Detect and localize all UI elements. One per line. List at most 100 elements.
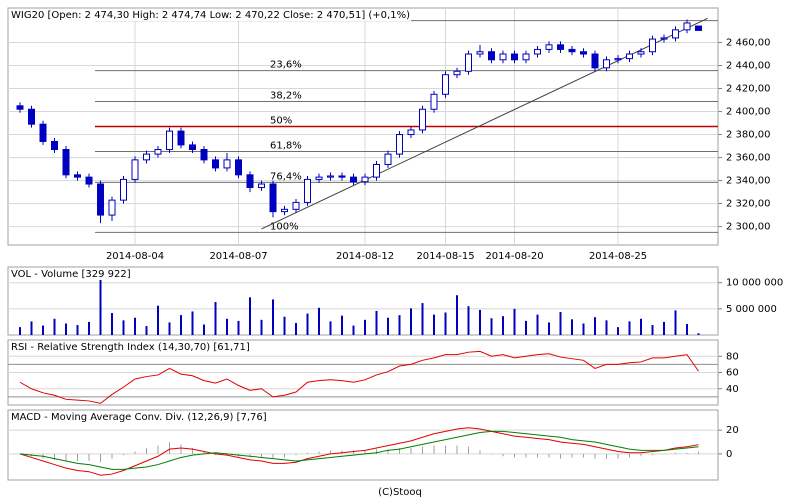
fib-label: 38,2% <box>270 91 302 102</box>
macd-histogram-bar <box>606 453 607 459</box>
volume-bar <box>295 322 297 335</box>
candle-body <box>281 208 288 213</box>
candle-body <box>591 53 599 69</box>
candle-body <box>39 123 47 142</box>
candle-body <box>407 129 415 136</box>
footer: (C)Stooq <box>378 487 422 498</box>
candle-body <box>143 153 150 161</box>
macd-histogram-bar <box>146 447 147 454</box>
candle-body <box>120 178 127 201</box>
macd-histogram-bar <box>376 449 377 454</box>
macd-histogram-bar <box>353 450 354 454</box>
macd-histogram-bar <box>157 445 159 454</box>
x-tick-label: 2014-08-07 <box>209 251 267 262</box>
macd-histogram-bar <box>571 453 573 458</box>
y-tick-label: 10 000 000 <box>726 278 783 289</box>
volume-bar <box>168 322 171 335</box>
volume-bar <box>249 297 251 335</box>
fib-label: 23,6% <box>270 60 302 71</box>
volume-bar <box>76 325 79 335</box>
volume-bar <box>30 321 33 335</box>
macd-histogram-bar <box>364 450 366 454</box>
volume-bar <box>375 310 378 335</box>
candle-body <box>62 149 70 176</box>
volume-bar <box>479 309 481 335</box>
macd-histogram-bar <box>410 447 412 454</box>
y-tick-label: 40 <box>726 384 739 395</box>
candle-body <box>614 58 622 61</box>
candle-body <box>465 53 472 72</box>
macd-line <box>19 427 699 476</box>
candle-body <box>499 53 507 61</box>
macd-histogram-bar <box>180 444 182 454</box>
candle-body <box>603 59 610 69</box>
volume-bar <box>525 320 527 335</box>
volume-bar <box>19 327 21 335</box>
macd-histogram-bar <box>433 445 435 454</box>
volume-bar <box>214 302 217 335</box>
volume-bar <box>226 318 228 335</box>
macd-histogram-bar <box>330 450 331 454</box>
macd-histogram-bar <box>479 450 481 454</box>
macd-histogram-bar <box>284 453 285 458</box>
panel-title: MACD - Moving Average Conv. Div. (12,26,… <box>11 412 267 423</box>
candle-body <box>85 176 93 185</box>
macd-histogram-bar <box>77 453 78 462</box>
macd-histogram-bar <box>387 449 389 454</box>
volume-bar <box>203 324 205 335</box>
macd-histogram-bar <box>502 453 504 457</box>
volume-bar <box>88 321 90 335</box>
macd-histogram-bar <box>686 452 688 454</box>
macd-histogram-bar <box>640 453 642 457</box>
candle-body <box>154 149 162 155</box>
candle-body <box>166 130 173 151</box>
candle-body <box>327 175 334 178</box>
candle-body <box>695 25 702 31</box>
volume-bar <box>536 314 539 335</box>
volume-bar <box>548 322 550 335</box>
candle-body <box>304 178 311 203</box>
macd-histogram-bar <box>249 453 251 458</box>
macd-histogram-bar <box>261 453 262 458</box>
volume-bar <box>111 313 113 335</box>
y-tick-label: 2 440,00 <box>726 61 771 72</box>
candle-body <box>200 149 208 161</box>
fib-label: 50% <box>270 116 292 127</box>
macd-histogram-bar <box>583 453 584 458</box>
y-tick-label: 80 <box>726 351 739 362</box>
x-tick-label: 2014-08-12 <box>336 251 394 262</box>
candle-body <box>488 51 495 61</box>
y-tick-label: 2 340,00 <box>726 176 771 187</box>
candle-body <box>626 53 633 60</box>
volume-bar <box>651 325 654 335</box>
candle-body <box>568 48 576 53</box>
volume-bar <box>502 316 504 335</box>
candle-body <box>384 153 392 165</box>
volume-bar <box>53 318 56 335</box>
macd-histogram-bar <box>537 453 538 458</box>
candle-body <box>453 70 461 76</box>
trendline <box>261 17 708 230</box>
macd-histogram-bar <box>698 451 699 454</box>
x-tick-label: 2014-08-15 <box>416 251 474 262</box>
volume-bar <box>306 313 309 335</box>
macd-histogram-bar <box>226 453 228 456</box>
rsi-line <box>19 350 699 404</box>
candle-body <box>419 108 426 131</box>
macd-histogram-bar <box>307 452 308 454</box>
candle-body <box>131 159 139 180</box>
y-tick-label: 5 000 000 <box>726 304 777 315</box>
volume-bar <box>444 312 447 335</box>
candle-body <box>557 44 564 50</box>
x-tick-label: 2014-08-25 <box>589 251 647 262</box>
fib-label: 100% <box>270 221 299 232</box>
candle-body <box>189 144 196 151</box>
candle-body <box>580 51 587 55</box>
macd-histogram-bar <box>560 453 561 459</box>
macd-histogram-bar <box>468 446 469 454</box>
volume-bar <box>180 315 182 335</box>
y-tick-label: 2 420,00 <box>726 84 771 95</box>
volume-bar <box>559 311 562 335</box>
macd-histogram-bar <box>318 451 320 454</box>
macd-histogram-bar <box>272 453 274 459</box>
